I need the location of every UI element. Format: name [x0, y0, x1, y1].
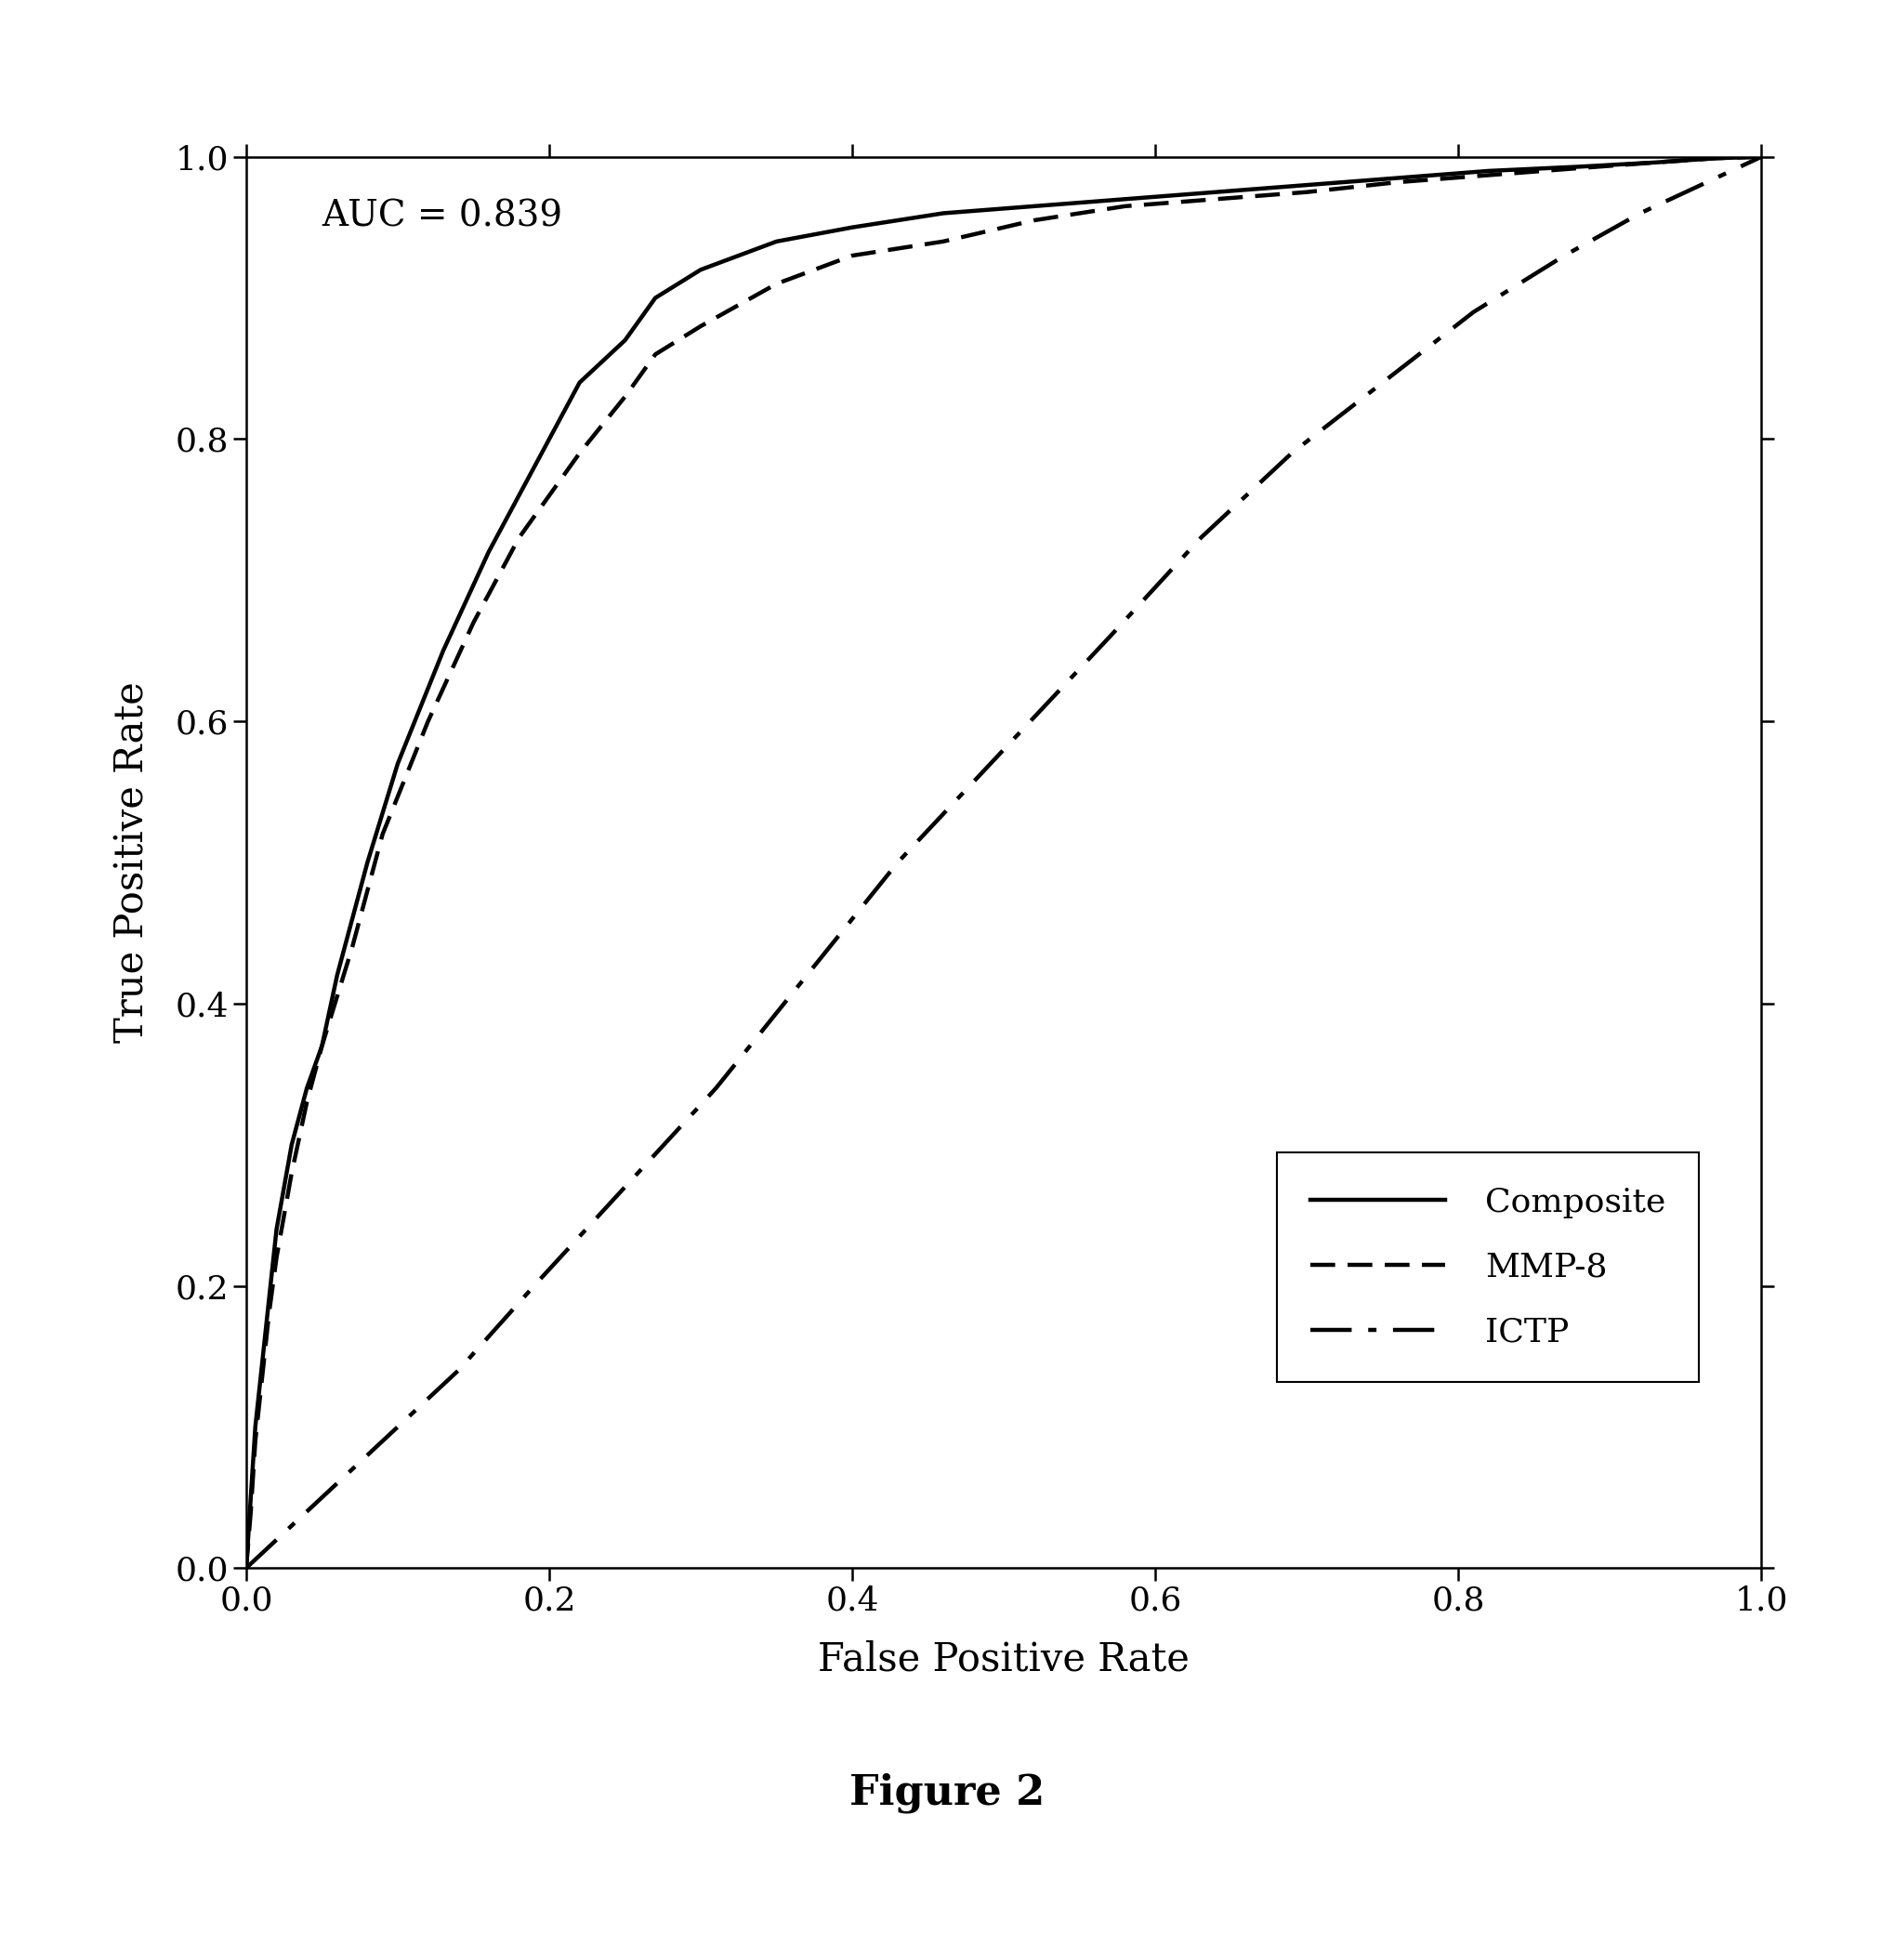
ICTP [705, 1076, 727, 1100]
Composite [1568, 155, 1591, 178]
MMP-8 [250, 1372, 273, 1396]
Composite [1644, 151, 1667, 174]
MMP-8 [1568, 157, 1591, 180]
Composite [244, 1415, 267, 1439]
ICTP [795, 964, 818, 988]
MMP-8 [644, 343, 667, 367]
MMP-8 [508, 525, 530, 549]
MMP-8 [1114, 194, 1136, 218]
X-axis label: False Positive Rate: False Positive Rate [818, 1641, 1189, 1680]
Composite [265, 1217, 288, 1241]
Composite [356, 851, 379, 874]
ICTP [1750, 145, 1773, 169]
Composite [1205, 180, 1227, 204]
Composite [280, 1133, 303, 1156]
Composite [326, 964, 348, 988]
Composite [841, 216, 864, 239]
MMP-8 [765, 272, 788, 296]
ICTP [265, 1529, 288, 1552]
Line: Composite: Composite [246, 157, 1761, 1568]
Composite [477, 541, 500, 564]
MMP-8 [371, 823, 394, 847]
MMP-8 [265, 1247, 288, 1270]
ICTP [614, 1176, 636, 1200]
Composite [311, 1035, 333, 1058]
Composite [523, 455, 545, 478]
Composite [614, 329, 636, 353]
ICTP [1280, 441, 1303, 465]
Composite [932, 202, 955, 225]
ICTP [886, 851, 909, 874]
MMP-8 [841, 243, 864, 267]
ICTP [447, 1358, 470, 1382]
Text: Figure 2: Figure 2 [849, 1774, 1045, 1813]
ICTP [1462, 300, 1485, 323]
Composite [235, 1556, 258, 1580]
ICTP [1689, 172, 1712, 196]
Composite [386, 753, 409, 776]
Composite [1023, 194, 1045, 218]
Composite [1386, 167, 1409, 190]
MMP-8 [311, 1035, 333, 1058]
ICTP [311, 1486, 333, 1509]
MMP-8 [1386, 171, 1409, 194]
MMP-8 [235, 1556, 258, 1580]
Line: MMP-8: MMP-8 [246, 157, 1761, 1568]
Composite [1295, 172, 1318, 196]
MMP-8 [1705, 147, 1727, 171]
MMP-8 [295, 1090, 318, 1113]
MMP-8 [244, 1429, 267, 1452]
ICTP [371, 1429, 394, 1452]
ICTP [523, 1274, 545, 1298]
Y-axis label: True Positive Rate: True Positive Rate [114, 682, 152, 1043]
ICTP [1371, 370, 1394, 394]
Composite [250, 1358, 273, 1382]
MMP-8 [280, 1160, 303, 1184]
MMP-8 [1205, 188, 1227, 212]
Composite [432, 639, 455, 662]
Composite [1477, 159, 1500, 182]
Composite [1750, 145, 1773, 169]
Composite [568, 370, 591, 394]
Composite [295, 1076, 318, 1100]
MMP-8 [1477, 163, 1500, 186]
ICTP [1099, 625, 1121, 649]
ICTP [235, 1556, 258, 1580]
MMP-8 [462, 612, 485, 635]
Line: ICTP: ICTP [246, 157, 1761, 1568]
ICTP [1553, 243, 1576, 267]
MMP-8 [417, 710, 439, 733]
MMP-8 [239, 1499, 261, 1523]
MMP-8 [614, 384, 636, 408]
Legend: Composite, MMP-8, ICTP: Composite, MMP-8, ICTP [1277, 1152, 1699, 1382]
MMP-8 [689, 314, 712, 337]
Composite [1705, 147, 1727, 171]
MMP-8 [1750, 145, 1773, 169]
MMP-8 [341, 935, 364, 958]
ICTP [1189, 525, 1212, 549]
MMP-8 [932, 229, 955, 253]
MMP-8 [1295, 180, 1318, 204]
MMP-8 [568, 441, 591, 465]
Composite [689, 259, 712, 282]
Composite [1114, 188, 1136, 212]
MMP-8 [258, 1301, 280, 1325]
MMP-8 [1023, 208, 1045, 231]
Composite [644, 286, 667, 310]
MMP-8 [1644, 151, 1667, 174]
Composite [239, 1486, 261, 1509]
ICTP [1629, 202, 1652, 225]
Composite [765, 229, 788, 253]
ICTP [992, 737, 1015, 760]
Text: AUC = 0.839: AUC = 0.839 [322, 200, 563, 233]
Composite [258, 1288, 280, 1311]
